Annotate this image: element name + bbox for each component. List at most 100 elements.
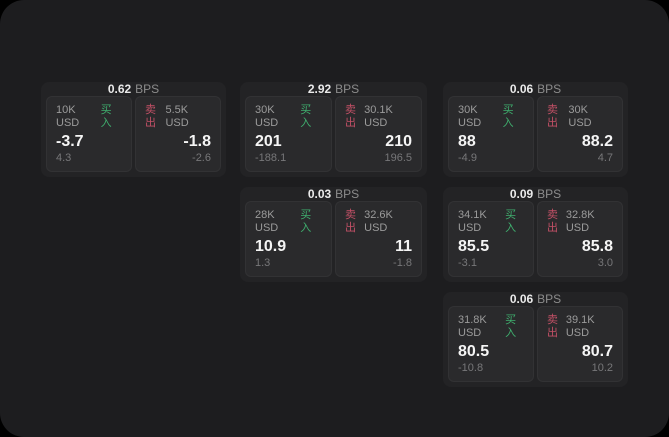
sell-side-label: 卖出 bbox=[345, 209, 356, 234]
card-header: 0.06 BPS bbox=[443, 292, 628, 306]
sell-side-label: 卖出 bbox=[547, 104, 558, 129]
sell-amount: 39.1K USD bbox=[565, 314, 595, 339]
card-body: 28K USD 买入 10.9 1.3 卖出 32.6K USD 11 -1.8 bbox=[240, 201, 427, 282]
buy-amount: 28K USD bbox=[255, 209, 279, 234]
buy-price: 80.5 bbox=[458, 343, 490, 360]
buy-delta: -188.1 bbox=[255, 152, 287, 164]
buy-side-label: 买入 bbox=[300, 104, 312, 129]
card-header: 0.62 BPS bbox=[41, 82, 226, 96]
bps-unit-label: BPS bbox=[135, 82, 160, 96]
card-body: 34.1K USD 买入 85.5 -3.1 卖出 32.8K USD 85.8… bbox=[443, 201, 628, 282]
buy-price: 88 bbox=[458, 133, 476, 150]
buy-panel[interactable]: 10K USD 买入 -3.7 4.3 bbox=[46, 96, 132, 172]
sell-panel[interactable]: 卖出 5.5K USD -1.8 -2.6 bbox=[135, 96, 221, 172]
quote-card: 0.09 BPS 34.1K USD 买入 85.5 -3.1 卖出 32.8K… bbox=[443, 187, 628, 282]
buy-price: 85.5 bbox=[458, 238, 490, 255]
sell-delta: -2.6 bbox=[192, 152, 211, 164]
quote-card: 0.62 BPS 10K USD 买入 -3.7 4.3 卖出 5.5K USD… bbox=[41, 82, 226, 177]
buy-price: 201 bbox=[255, 133, 282, 150]
sell-price: 210 bbox=[385, 133, 412, 150]
sell-delta: 10.2 bbox=[591, 362, 613, 374]
sell-panel-top: 卖出 30.1K USD bbox=[345, 104, 412, 130]
sell-panel-top: 卖出 32.8K USD bbox=[547, 209, 613, 235]
card-header: 0.09 BPS bbox=[443, 187, 628, 201]
buy-panel-top: 10K USD 买入 bbox=[56, 104, 122, 130]
sell-panel[interactable]: 卖出 32.6K USD 11 -1.8 bbox=[335, 201, 422, 277]
card-body: 31.8K USD 买入 80.5 -10.8 卖出 39.1K USD 80.… bbox=[443, 306, 628, 387]
buy-delta: 1.3 bbox=[255, 257, 271, 269]
bps-value: 0.03 bbox=[307, 187, 332, 201]
sell-panel[interactable]: 卖出 32.8K USD 85.8 3.0 bbox=[537, 201, 623, 277]
buy-side-label: 买入 bbox=[505, 314, 517, 339]
buy-price: -3.7 bbox=[56, 133, 84, 150]
quote-card: 2.92 BPS 30K USD 买入 201 -188.1 卖出 30.1K … bbox=[240, 82, 427, 177]
sell-side-label: 卖出 bbox=[547, 314, 558, 339]
sell-delta: 4.7 bbox=[597, 152, 613, 164]
buy-delta: 4.3 bbox=[56, 152, 72, 164]
sell-panel-top: 卖出 32.6K USD bbox=[345, 209, 412, 235]
sell-side-label: 卖出 bbox=[547, 209, 558, 234]
bps-value: 0.06 bbox=[509, 292, 534, 306]
sell-price: 11 bbox=[395, 238, 412, 255]
buy-delta: -10.8 bbox=[458, 362, 484, 374]
buy-amount: 31.8K USD bbox=[458, 314, 487, 339]
buy-amount: 30K USD bbox=[255, 104, 279, 129]
sell-price: -1.8 bbox=[183, 133, 211, 150]
buy-panel[interactable]: 28K USD 买入 10.9 1.3 bbox=[245, 201, 332, 277]
sell-delta: 3.0 bbox=[597, 257, 613, 269]
buy-side-label: 买入 bbox=[502, 104, 514, 129]
sell-side-label: 卖出 bbox=[145, 104, 156, 129]
sell-price: 88.2 bbox=[581, 133, 613, 150]
bps-value: 0.06 bbox=[509, 82, 534, 96]
sell-price: 85.8 bbox=[581, 238, 613, 255]
sell-panel[interactable]: 卖出 30K USD 88.2 4.7 bbox=[537, 96, 623, 172]
buy-panel-top: 34.1K USD 买入 bbox=[458, 209, 524, 235]
quote-card: 0.03 BPS 28K USD 买入 10.9 1.3 卖出 32.6K US… bbox=[240, 187, 427, 282]
card-header: 0.06 BPS bbox=[443, 82, 628, 96]
bps-value: 0.09 bbox=[509, 187, 534, 201]
bps-unit-label: BPS bbox=[335, 82, 360, 96]
sell-amount: 30K USD bbox=[568, 104, 592, 129]
buy-panel-top: 30K USD 买入 bbox=[255, 104, 322, 130]
buy-delta: -4.9 bbox=[458, 152, 477, 164]
sell-amount: 5.5K USD bbox=[165, 104, 189, 129]
sell-delta: -1.8 bbox=[393, 257, 412, 269]
buy-panel[interactable]: 31.8K USD 买入 80.5 -10.8 bbox=[448, 306, 534, 382]
sell-delta: 196.5 bbox=[384, 152, 412, 164]
bps-unit-label: BPS bbox=[537, 187, 562, 201]
buy-side-label: 买入 bbox=[300, 209, 312, 234]
sell-amount: 32.6K USD bbox=[364, 209, 393, 234]
sell-side-label: 卖出 bbox=[345, 104, 356, 129]
buy-panel[interactable]: 30K USD 买入 201 -188.1 bbox=[245, 96, 332, 172]
buy-amount: 34.1K USD bbox=[458, 209, 487, 234]
buy-panel[interactable]: 34.1K USD 买入 85.5 -3.1 bbox=[448, 201, 534, 277]
sell-panel[interactable]: 卖出 39.1K USD 80.7 10.2 bbox=[537, 306, 623, 382]
buy-panel-top: 31.8K USD 买入 bbox=[458, 314, 524, 340]
quote-card: 0.06 BPS 30K USD 买入 88 -4.9 卖出 30K USD 8… bbox=[443, 82, 628, 177]
card-header: 2.92 BPS bbox=[240, 82, 427, 96]
sell-price: 80.7 bbox=[581, 343, 613, 360]
buy-side-label: 买入 bbox=[505, 209, 517, 234]
buy-amount: 30K USD bbox=[458, 104, 482, 129]
sell-amount: 32.8K USD bbox=[565, 209, 595, 234]
bps-unit-label: BPS bbox=[335, 187, 360, 201]
buy-amount: 10K USD bbox=[56, 104, 80, 129]
buy-delta: -3.1 bbox=[458, 257, 477, 269]
bps-unit-label: BPS bbox=[537, 82, 562, 96]
sell-panel-top: 卖出 30K USD bbox=[547, 104, 613, 130]
bps-value: 2.92 bbox=[307, 82, 332, 96]
buy-panel-top: 30K USD 买入 bbox=[458, 104, 524, 130]
card-body: 30K USD 买入 201 -188.1 卖出 30.1K USD 210 1… bbox=[240, 96, 427, 177]
buy-panel-top: 28K USD 买入 bbox=[255, 209, 322, 235]
sell-panel-top: 卖出 5.5K USD bbox=[145, 104, 211, 130]
card-header: 0.03 BPS bbox=[240, 187, 427, 201]
sell-panel[interactable]: 卖出 30.1K USD 210 196.5 bbox=[335, 96, 422, 172]
buy-side-label: 买入 bbox=[100, 104, 112, 129]
sell-panel-top: 卖出 39.1K USD bbox=[547, 314, 613, 340]
buy-panel[interactable]: 30K USD 买入 88 -4.9 bbox=[448, 96, 534, 172]
buy-price: 10.9 bbox=[255, 238, 287, 255]
card-body: 10K USD 买入 -3.7 4.3 卖出 5.5K USD -1.8 -2.… bbox=[41, 96, 226, 177]
bps-unit-label: BPS bbox=[537, 292, 562, 306]
sell-amount: 30.1K USD bbox=[364, 104, 393, 129]
